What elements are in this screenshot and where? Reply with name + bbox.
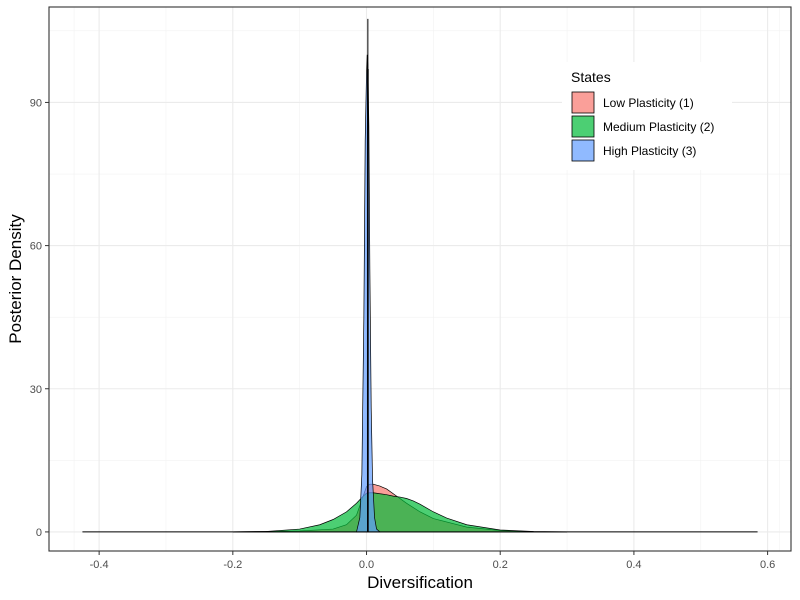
x-tick-label: 0.0 [359,559,374,571]
legend-label-2: Medium Plasticity (2) [603,120,714,134]
legend-label-1: Low Plasticity (1) [603,96,694,110]
legend-label-3: High Plasticity (3) [603,144,696,158]
x-tick-label: 0.4 [626,559,641,571]
x-axis-ticks: -0.4 -0.2 0.0 0.2 0.4 0.6 [90,551,775,571]
y-tick-label: 30 [30,384,42,396]
plot-panel-border [48,6,792,552]
x-tick-label: 0.2 [493,559,508,571]
density-spikes [367,18,369,532]
density-area-2 [232,492,568,533]
legend-title: States [571,69,611,85]
legend-entries: Low Plasticity (1) Medium Plasticity (2) H… [571,91,714,162]
y-tick-label: 90 [30,97,42,109]
minor-gridlines [49,7,791,551]
x-axis-title: Diversification [367,573,473,592]
legend-swatch-1 [571,91,595,114]
y-tick-label: 60 [30,241,42,253]
x-tick-label: -0.2 [223,559,242,571]
x-tick-label: -0.4 [90,559,109,571]
legend-swatch-2 [571,115,595,138]
y-axis-ticks: 0 30 60 90 [30,97,49,539]
legend: States Low Plasticity (1) Medium Plastici… [562,62,732,170]
y-axis-title: Posterior Density [6,214,25,344]
x-tick-label: 0.6 [760,559,775,571]
legend-swatch-3 [571,139,595,162]
y-tick-label: 0 [36,527,42,539]
